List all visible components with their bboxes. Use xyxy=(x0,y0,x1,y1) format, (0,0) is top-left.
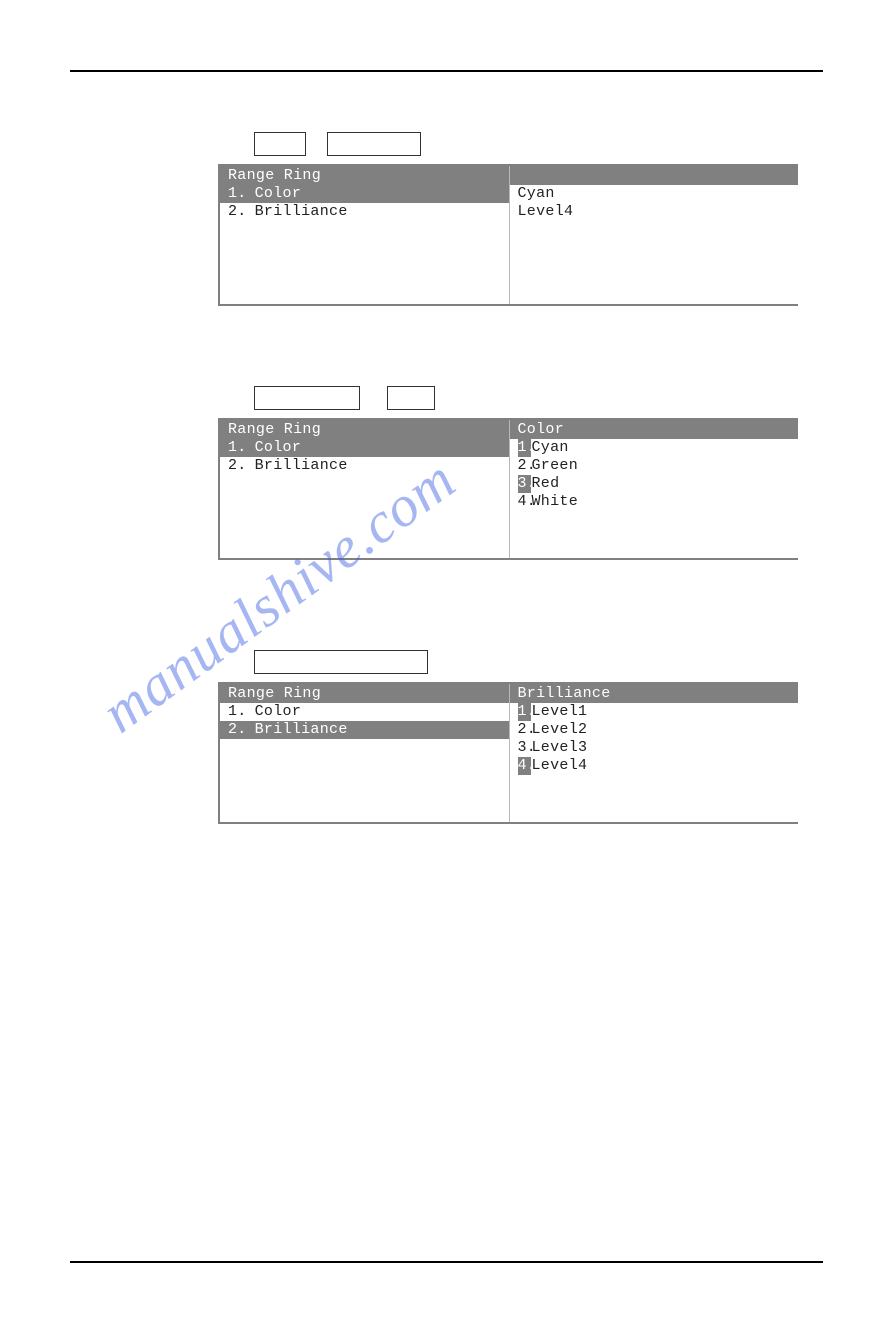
menu-row[interactable]: 1.Color xyxy=(220,185,509,203)
panel-3: Range Ring 1.Color2.Brilliance Brillianc… xyxy=(218,682,798,824)
menu-row[interactable]: 1.Color xyxy=(220,703,509,721)
option-row[interactable]: 3.Level3 xyxy=(510,739,799,757)
panel-1: Range Ring 1.Color2.Brilliance CyanLevel… xyxy=(218,164,798,306)
top-rule xyxy=(70,70,823,72)
box-2a xyxy=(254,386,360,410)
panel1-right-rows: CyanLevel4 xyxy=(510,185,799,221)
option-row[interactable]: 1.Level1 xyxy=(510,703,799,721)
panel3-left-header: Range Ring xyxy=(220,684,509,703)
option-row[interactable]: 1.Cyan xyxy=(510,439,799,457)
value-row: Cyan xyxy=(510,185,799,203)
value-row: Level4 xyxy=(510,203,799,221)
option-row[interactable]: 3.Red xyxy=(510,475,799,493)
panel2-right-rows: 1.Cyan2.Green3.Red4.White xyxy=(510,439,799,511)
menu-row[interactable]: 2.Brilliance xyxy=(220,203,509,221)
option-row[interactable]: 2.Level2 xyxy=(510,721,799,739)
option-row[interactable]: 4.Level4 xyxy=(510,757,799,775)
panel2-right-header: Color xyxy=(510,420,799,439)
panel3-right-rows: 1.Level12.Level23.Level34.Level4 xyxy=(510,703,799,775)
menu-row[interactable]: 1.Color xyxy=(220,439,509,457)
panel1-left-header: Range Ring xyxy=(220,166,509,185)
box-3a xyxy=(254,650,428,674)
box-row-1 xyxy=(254,132,798,156)
option-row[interactable]: 4.White xyxy=(510,493,799,511)
menu-row[interactable]: 2.Brilliance xyxy=(220,457,509,475)
panel1-left-rows: 1.Color2.Brilliance xyxy=(220,185,509,221)
box-1b xyxy=(327,132,421,156)
section-2: Range Ring 1.Color2.Brilliance Color 1.C… xyxy=(218,386,798,560)
panel3-right-header: Brilliance xyxy=(510,684,799,703)
box-row-2 xyxy=(254,386,798,410)
panel3-left-rows: 1.Color2.Brilliance xyxy=(220,703,509,739)
option-row[interactable]: 2.Green xyxy=(510,457,799,475)
box-1a xyxy=(254,132,306,156)
panel2-left-rows: 1.Color2.Brilliance xyxy=(220,439,509,475)
box-2b xyxy=(387,386,435,410)
panel2-left-header: Range Ring xyxy=(220,420,509,439)
panel1-right-header-empty xyxy=(510,166,799,185)
menu-row[interactable]: 2.Brilliance xyxy=(220,721,509,739)
panel-2: Range Ring 1.Color2.Brilliance Color 1.C… xyxy=(218,418,798,560)
section-1: Range Ring 1.Color2.Brilliance CyanLevel… xyxy=(218,132,798,306)
box-row-3 xyxy=(254,650,798,674)
section-3: Range Ring 1.Color2.Brilliance Brillianc… xyxy=(218,650,798,824)
